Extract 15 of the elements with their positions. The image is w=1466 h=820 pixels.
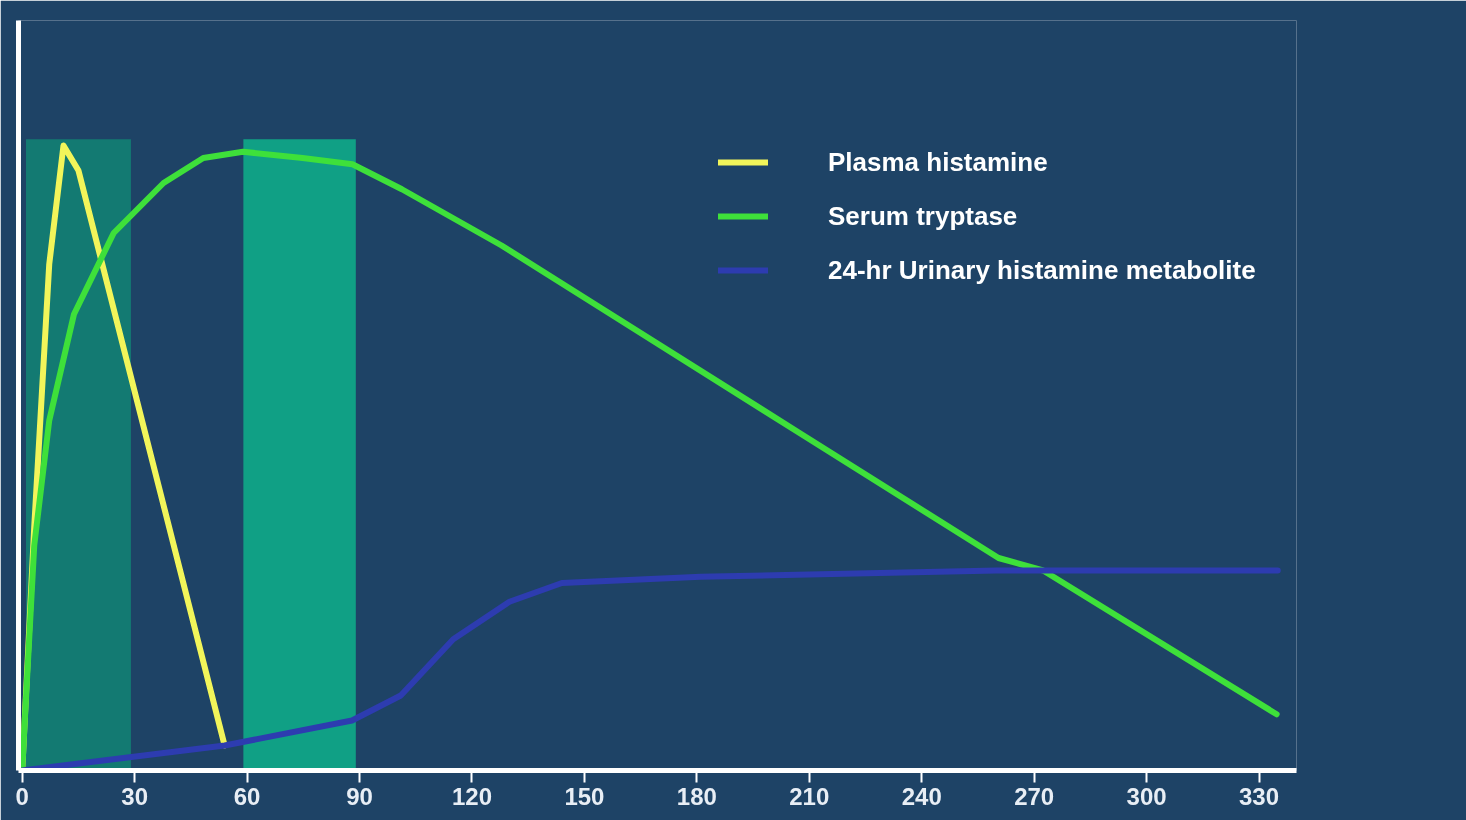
x-tick-label: 240: [901, 782, 942, 810]
legend-label: 24-hr Urinary histamine metabolite: [828, 254, 1256, 286]
x-tick-label: 30: [121, 782, 149, 810]
x-tick-label: 150: [564, 782, 605, 810]
x-tick-label: 120: [451, 782, 493, 810]
x-tick-label: 0: [15, 782, 29, 810]
x-tick-label: 60: [233, 782, 261, 810]
x-tick-label: 210: [789, 782, 830, 810]
legend-label: Serum tryptase: [828, 200, 1018, 232]
legend-label: Plasma histamine: [828, 146, 1048, 178]
x-tick-label: 330: [1239, 782, 1280, 810]
x-tick-label: 180: [676, 782, 717, 810]
x-tick-label: 300: [1126, 782, 1167, 810]
x-tick-label: 270: [1014, 782, 1055, 810]
x-tick-label: 90: [346, 782, 373, 810]
